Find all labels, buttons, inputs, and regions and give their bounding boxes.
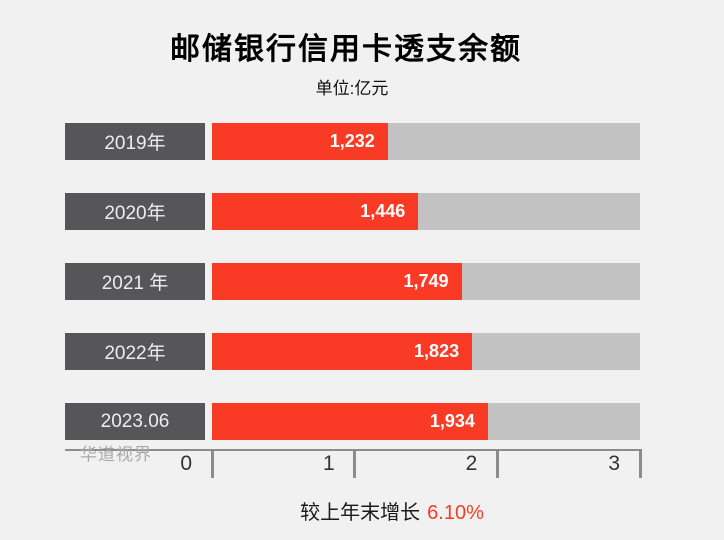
growth-label: 较上年末增长	[300, 502, 421, 524]
category-label-box: 2021 年	[65, 263, 205, 300]
bar-fill: 1,749	[212, 263, 462, 300]
bar-row: 2023.06 1,934	[0, 403, 724, 440]
bar-row: 2021 年 1,749	[0, 263, 724, 300]
bar-value-label: 1,232	[329, 131, 375, 151]
category-label: 2022年	[104, 343, 166, 364]
bar-fill: 1,934	[212, 403, 488, 440]
category-label: 2020年	[104, 203, 166, 224]
bar-value-label: 1,823	[414, 341, 460, 361]
category-label-box: 2020年	[65, 193, 205, 230]
bar-fill: 1,823	[212, 333, 473, 370]
growth-note: 较上年末增长 6.10%	[30, 496, 724, 525]
watermark: 华道视界	[80, 445, 152, 464]
bar-fill: 1,446	[212, 193, 419, 230]
bar-track: 1,446	[212, 193, 640, 230]
bar-track: 1,232	[212, 123, 640, 160]
bar-track: 1,749	[212, 263, 640, 300]
bar-track: 1,934	[212, 403, 640, 440]
bar-fill: 1,232	[212, 123, 388, 160]
bar-row: 2019年 1,232	[0, 123, 724, 160]
bar-value-label: 1,446	[360, 201, 406, 221]
category-label: 2021 年	[101, 273, 169, 294]
bar-row: 2020年 1,446	[0, 193, 724, 230]
bar-rows: 2019年 1,232 2020年 1,446 2021 年 1,749 2022年 1,82…	[0, 123, 724, 473]
category-label-box: 2023.06	[65, 403, 205, 440]
chart-title: 邮储银行信用卡透支余额	[170, 33, 522, 66]
bar-row: 2022年 1,823	[0, 333, 724, 370]
bar-value-label: 1,749	[403, 271, 449, 291]
category-label-box: 2022年	[65, 333, 205, 370]
category-label: 2023.06	[100, 410, 170, 432]
chart-subtitle: 单位:亿元	[315, 79, 389, 98]
category-label-box: 2019年	[65, 123, 205, 160]
bar-value-label: 1,934	[429, 411, 475, 431]
bar-track: 1,823	[212, 333, 640, 370]
category-label: 2019年	[104, 133, 166, 154]
growth-value: 6.10%	[427, 502, 484, 524]
